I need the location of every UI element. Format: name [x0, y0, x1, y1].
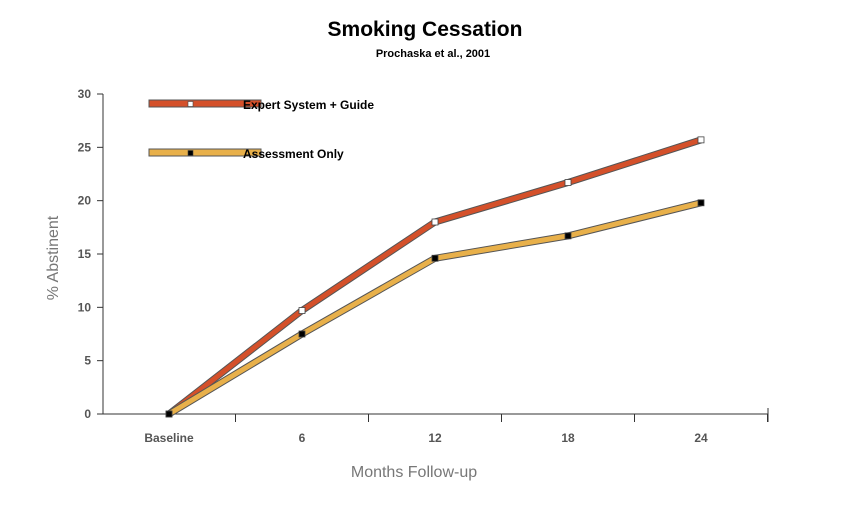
data-point-marker — [697, 199, 705, 207]
chart-subtitle: Prochaska et al., 2001 — [376, 48, 490, 60]
data-point-marker — [697, 136, 705, 144]
axes — [102, 94, 768, 415]
legend-swatch — [148, 148, 262, 157]
y-tick-label: 25 — [78, 140, 92, 154]
x-tick-label: Baseline — [144, 431, 194, 445]
data-point-marker — [431, 218, 439, 226]
x-axis-title: Months Follow-up — [351, 464, 477, 481]
legend-marker — [187, 101, 194, 107]
data-point-marker — [564, 232, 572, 240]
series-line — [167, 200, 702, 417]
y-tick-label: 5 — [84, 354, 91, 368]
data-point-marker — [165, 410, 173, 418]
data-point-marker — [298, 307, 306, 314]
y-tick-label: 15 — [78, 247, 92, 261]
legend-label: Assessment Only — [243, 147, 344, 161]
series-line-outline — [166, 136, 703, 417]
chart-title: Smoking Cessation — [328, 18, 523, 41]
legend: Expert System + Guide Assessment Only — [148, 98, 374, 161]
y-tick-label: 0 — [84, 407, 91, 421]
x-tick-label: 6 — [299, 431, 306, 445]
y-axis-title: % Abstinent — [45, 215, 62, 300]
series-lines — [165, 136, 705, 418]
y-tick-label: 20 — [78, 194, 92, 208]
y-ticks: 0 5 10 15 20 25 30 — [78, 87, 103, 421]
legend-label: Expert System + Guide — [243, 98, 374, 112]
x-ticks: Baseline 6 12 18 24 — [144, 408, 769, 445]
series-line-outline — [167, 199, 702, 417]
y-tick-label: 10 — [78, 300, 92, 314]
legend-marker — [187, 150, 194, 156]
data-point-marker — [298, 330, 306, 338]
legend-swatch — [148, 99, 262, 108]
x-tick-label: 24 — [694, 431, 708, 445]
data-point-marker — [564, 179, 572, 186]
y-tick-label: 30 — [78, 87, 92, 101]
series-line — [167, 137, 702, 416]
x-tick-label: 12 — [428, 431, 442, 445]
data-point-marker — [431, 254, 439, 262]
x-tick-label: 18 — [561, 431, 575, 445]
